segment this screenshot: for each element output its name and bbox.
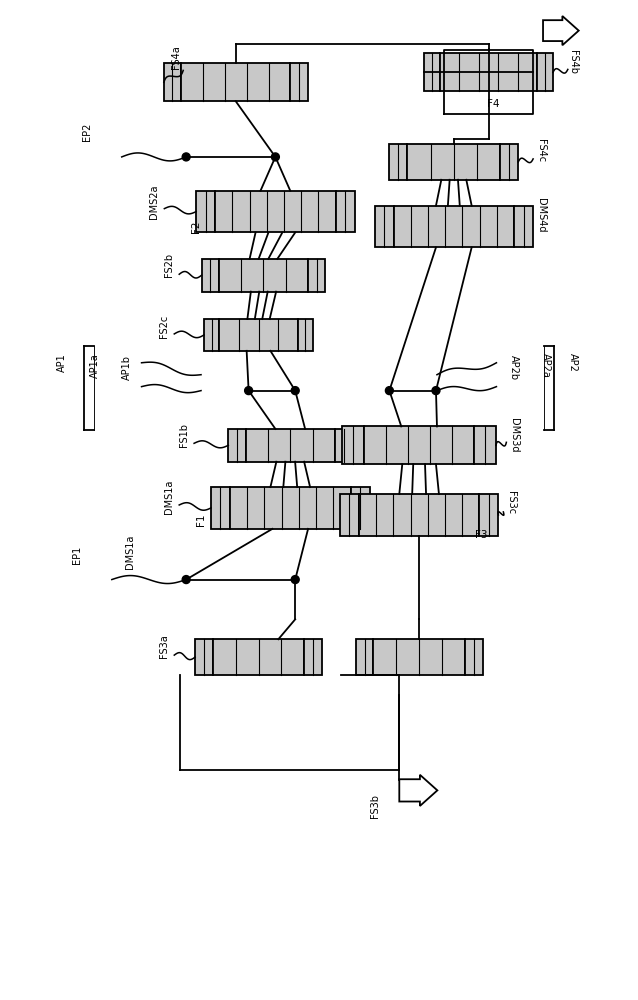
- Text: FS3a: FS3a: [160, 634, 169, 658]
- Bar: [246, 429, 335, 462]
- Bar: [343, 426, 364, 464]
- Bar: [335, 429, 352, 462]
- Circle shape: [291, 387, 299, 395]
- Text: FS2b: FS2b: [165, 253, 174, 277]
- Text: FS4c: FS4c: [536, 139, 546, 163]
- Bar: [195, 639, 213, 675]
- Text: EP2: EP2: [82, 123, 92, 141]
- Bar: [202, 259, 219, 292]
- Bar: [290, 63, 308, 101]
- Bar: [375, 206, 394, 247]
- Bar: [500, 144, 518, 180]
- Circle shape: [291, 576, 299, 584]
- FancyArrow shape: [399, 775, 438, 806]
- Text: F2: F2: [191, 220, 201, 233]
- Text: AP1a: AP1a: [90, 353, 100, 378]
- Text: DMS1a: DMS1a: [124, 535, 135, 569]
- FancyArrow shape: [543, 16, 579, 45]
- Bar: [389, 144, 408, 180]
- Circle shape: [182, 153, 190, 161]
- Circle shape: [182, 576, 190, 584]
- Circle shape: [271, 153, 279, 161]
- Bar: [537, 53, 553, 91]
- Text: FS1b: FS1b: [179, 423, 189, 447]
- Bar: [228, 429, 246, 462]
- Bar: [213, 639, 304, 675]
- Bar: [196, 191, 215, 232]
- Bar: [340, 494, 359, 536]
- Text: FS2c: FS2c: [160, 314, 169, 338]
- Text: DMS1a: DMS1a: [165, 480, 174, 514]
- Text: FS3c: FS3c: [507, 491, 516, 515]
- Bar: [215, 191, 336, 232]
- Text: DMS2a: DMS2a: [149, 184, 160, 219]
- Bar: [394, 206, 514, 247]
- Bar: [408, 144, 500, 180]
- Bar: [475, 426, 496, 464]
- Text: F4: F4: [487, 99, 500, 109]
- Text: AP2a: AP2a: [541, 353, 551, 378]
- Text: F3: F3: [475, 530, 488, 540]
- Text: FS4a: FS4a: [171, 46, 181, 69]
- Bar: [424, 53, 440, 91]
- Text: AP1: AP1: [57, 353, 67, 372]
- Text: AP2b: AP2b: [509, 355, 519, 380]
- Text: F1: F1: [196, 514, 206, 526]
- Bar: [514, 206, 533, 247]
- Bar: [465, 639, 482, 675]
- Circle shape: [432, 387, 440, 395]
- Bar: [298, 319, 313, 351]
- Text: DMS4d: DMS4d: [536, 198, 546, 233]
- Bar: [440, 53, 537, 91]
- Bar: [355, 639, 373, 675]
- Bar: [204, 319, 219, 351]
- Text: FS4b: FS4b: [568, 50, 578, 74]
- Bar: [364, 426, 475, 464]
- Bar: [350, 487, 369, 529]
- Circle shape: [244, 387, 253, 395]
- Bar: [230, 487, 350, 529]
- Bar: [304, 639, 322, 675]
- Text: FS3b: FS3b: [369, 794, 380, 818]
- Bar: [211, 487, 230, 529]
- Text: DMS3d: DMS3d: [509, 418, 519, 453]
- Bar: [336, 191, 355, 232]
- Circle shape: [385, 387, 394, 395]
- Bar: [219, 259, 308, 292]
- Bar: [479, 494, 498, 536]
- Bar: [308, 259, 325, 292]
- Bar: [373, 639, 465, 675]
- Bar: [359, 494, 479, 536]
- Bar: [219, 319, 298, 351]
- Text: AP1b: AP1b: [122, 355, 131, 380]
- Bar: [181, 63, 290, 101]
- Bar: [164, 63, 181, 101]
- Text: AP2: AP2: [568, 353, 578, 372]
- Text: EP1: EP1: [72, 546, 82, 564]
